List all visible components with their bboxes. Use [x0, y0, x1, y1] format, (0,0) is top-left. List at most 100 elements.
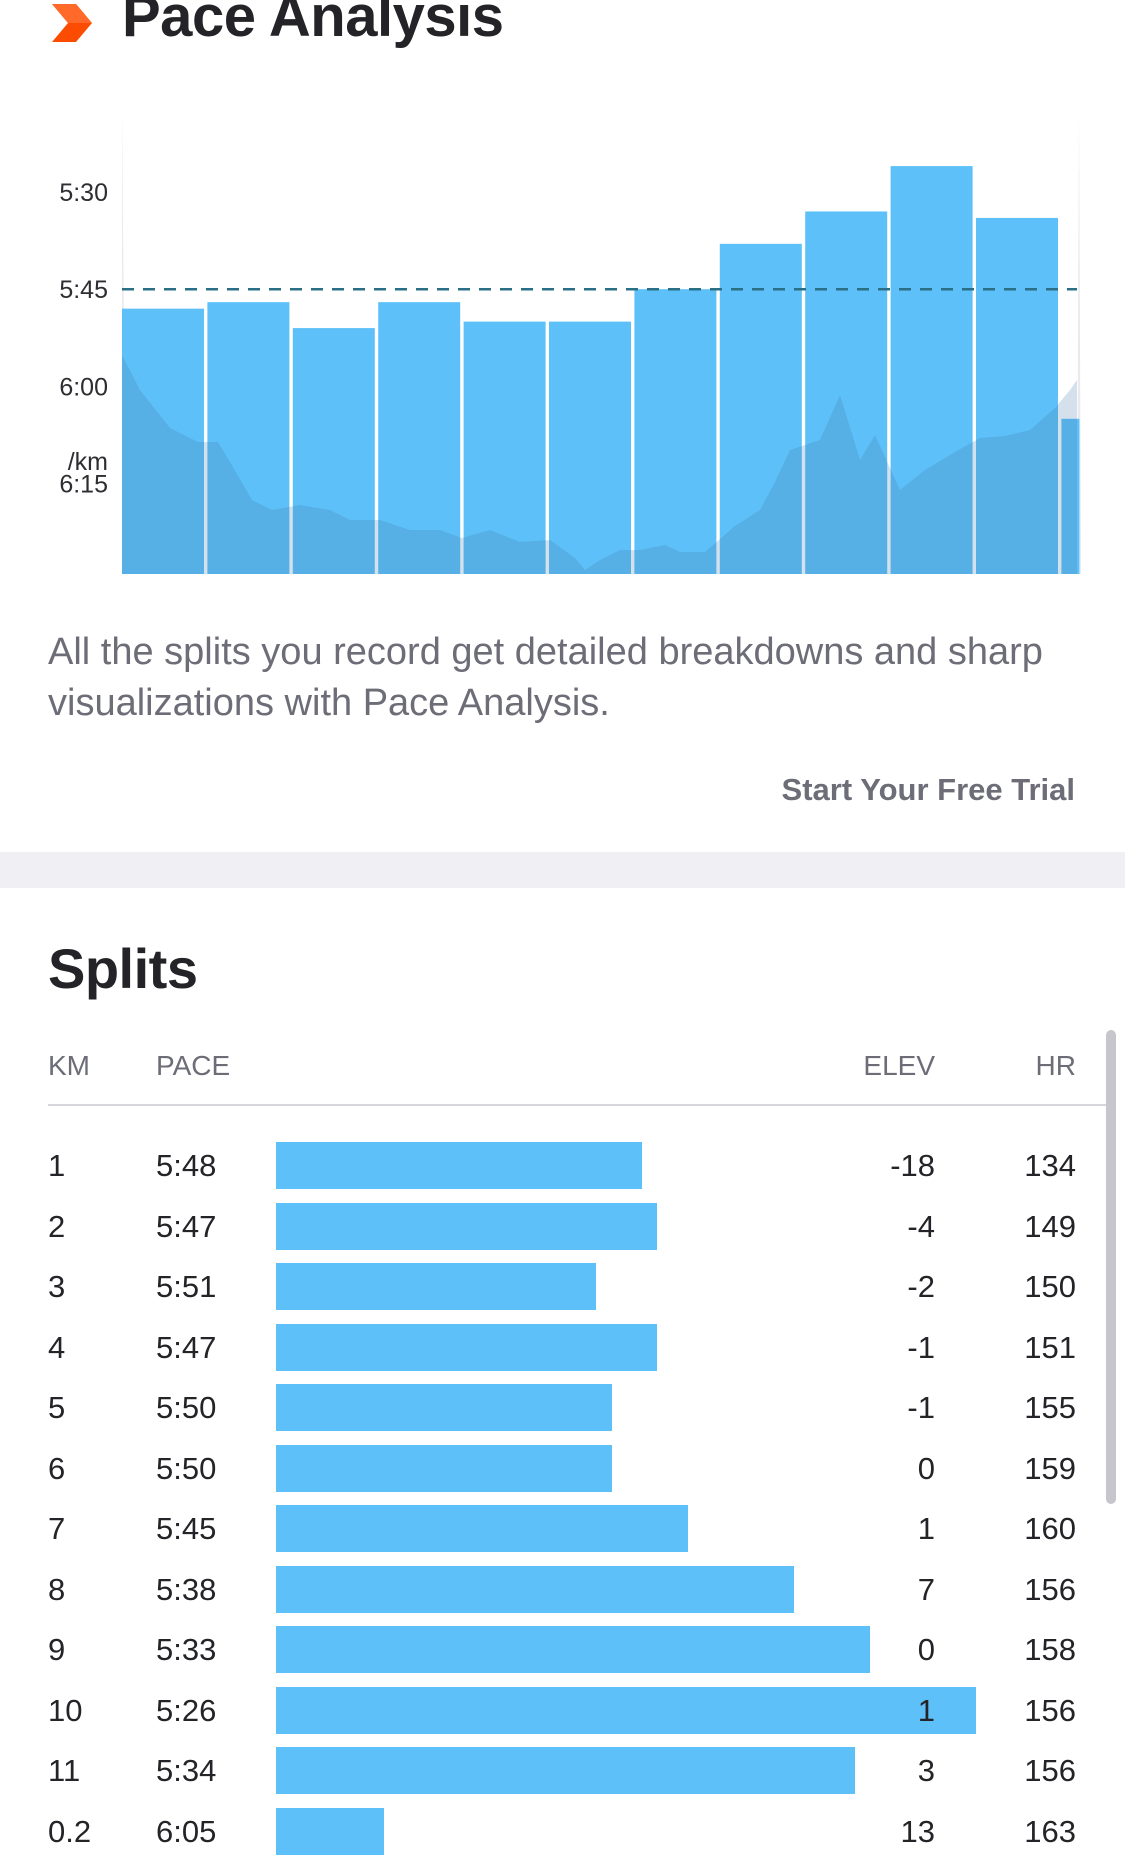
split-elev: -4 [907, 1208, 935, 1244]
pace-bar [463, 321, 546, 574]
split-row: 3 5:51 -2 150 [48, 1261, 1076, 1321]
split-pace: 5:45 [156, 1511, 217, 1546]
split-hr: 156 [1024, 1753, 1076, 1788]
split-pace-bar [276, 1807, 384, 1855]
pace-bar [207, 302, 290, 574]
split-pace-bar [276, 1747, 855, 1794]
pace-bar [292, 328, 375, 574]
split-pace-bar [276, 1202, 657, 1250]
splits-table-header: KM PACE ELEV HR [48, 1050, 1076, 1090]
split-hr: 134 [1024, 1148, 1076, 1183]
y-tick-label: 6:15 [59, 471, 108, 499]
pace-chart: 5:30 5:45 6:00 6:15/km [59, 108, 1081, 575]
split-elev: 0 [917, 1450, 935, 1486]
split-elev: 13 [900, 1813, 935, 1849]
split-row: 1 5:48 -18 134 [48, 1140, 1076, 1200]
split-km: 1 [48, 1148, 66, 1183]
split-elev: -1 [907, 1329, 935, 1365]
split-hr: 156 [1024, 1571, 1076, 1607]
pace-analysis-header: Pace Analysis [0, 0, 1125, 70]
start-free-trial-link[interactable]: Start Your Free Trial [781, 772, 1075, 807]
split-km: 9 [48, 1632, 66, 1667]
split-pace-bar [276, 1384, 612, 1431]
pace-bar [719, 243, 802, 574]
split-elev: 0 [917, 1632, 935, 1667]
split-pace: 5:50 [156, 1450, 217, 1486]
split-pace-bar [276, 1626, 870, 1673]
split-pace: 5:47 [156, 1208, 217, 1244]
split-pace-bar [276, 1565, 794, 1613]
pace-analysis-title: Pace Analysis [122, 0, 504, 49]
split-pace-bar [276, 1323, 657, 1371]
split-elev: 1 [917, 1511, 935, 1546]
split-km: 4 [48, 1329, 66, 1365]
pace-bar [378, 302, 461, 574]
header-hr: HR [1035, 1050, 1076, 1081]
split-km: 3 [48, 1269, 66, 1304]
split-elev: 3 [917, 1753, 935, 1788]
split-row: 8 5:38 7 156 [48, 1564, 1076, 1624]
header-pace: PACE [156, 1050, 231, 1081]
split-pace-bar [276, 1686, 976, 1734]
split-km: 6 [48, 1450, 66, 1486]
split-km: 10 [48, 1692, 83, 1728]
split-pace: 5:38 [156, 1571, 217, 1607]
split-hr: 150 [1024, 1269, 1076, 1304]
pace-bar [634, 289, 717, 574]
section-divider [0, 852, 1125, 888]
header-km: KM [48, 1050, 90, 1081]
split-hr: 155 [1024, 1390, 1076, 1425]
pace-bar [122, 308, 204, 574]
y-tick-label: 6:00 [59, 373, 108, 401]
split-km: 5 [48, 1390, 66, 1425]
split-elev: -1 [907, 1390, 935, 1425]
pace-bar [549, 321, 631, 574]
split-pace: 5:26 [156, 1692, 217, 1728]
split-hr: 163 [1024, 1813, 1076, 1849]
split-pace: 5:33 [156, 1632, 217, 1667]
split-hr: 160 [1024, 1511, 1076, 1546]
split-hr: 159 [1024, 1450, 1076, 1486]
split-pace: 5:47 [156, 1329, 217, 1365]
splits-title: Splits [48, 937, 198, 1000]
pace-bar [890, 166, 973, 574]
split-elev: 7 [917, 1571, 935, 1607]
split-row: 0.2 6:05 13 163 [48, 1806, 1076, 1866]
elevation-profile [122, 355, 1077, 574]
split-elev: -2 [907, 1269, 935, 1304]
scrollbar[interactable] [1106, 1030, 1116, 1504]
split-pace-bar [276, 1142, 642, 1189]
pace-analysis-description: All the splits you record get detailed b… [48, 631, 1043, 724]
strava-chevron-icon [52, 4, 92, 42]
split-row: 5 5:50 -1 155 [48, 1382, 1076, 1442]
split-row: 2 5:47 -4 149 [48, 1201, 1076, 1261]
split-pace: 6:05 [156, 1813, 217, 1849]
split-km: 2 [48, 1208, 66, 1244]
split-row: 4 5:47 -1 151 [48, 1322, 1076, 1382]
split-row: 10 5:26 1 156 [48, 1685, 1076, 1745]
split-hr: 156 [1024, 1692, 1076, 1728]
split-km: 11 [48, 1753, 81, 1788]
pace-bar [1061, 418, 1080, 574]
split-pace-bar [276, 1444, 612, 1492]
split-hr: 151 [1024, 1329, 1076, 1365]
y-tick-label: 5:30 [59, 179, 108, 207]
split-pace-bar [276, 1505, 688, 1552]
split-pace: 5:34 [156, 1753, 217, 1788]
pace-bar [805, 211, 888, 574]
split-km: 0.2 [48, 1813, 92, 1849]
split-elev: 1 [917, 1692, 935, 1728]
pace-bar [976, 217, 1058, 575]
split-pace: 5:51 [156, 1269, 217, 1304]
split-row: 11 5:34 3 156 [48, 1745, 1076, 1805]
split-km: 8 [48, 1571, 66, 1607]
split-row: 9 5:33 0 158 [48, 1624, 1076, 1684]
split-row: 7 5:45 1 160 [48, 1503, 1076, 1563]
split-km: 7 [48, 1511, 66, 1546]
split-pace: 5:48 [156, 1148, 217, 1183]
split-hr: 158 [1024, 1632, 1076, 1667]
y-axis-unit-label: /km [68, 448, 108, 476]
y-tick-label: 5:45 [59, 276, 108, 304]
header-divider [48, 1104, 1111, 1106]
split-pace: 5:50 [156, 1390, 217, 1425]
